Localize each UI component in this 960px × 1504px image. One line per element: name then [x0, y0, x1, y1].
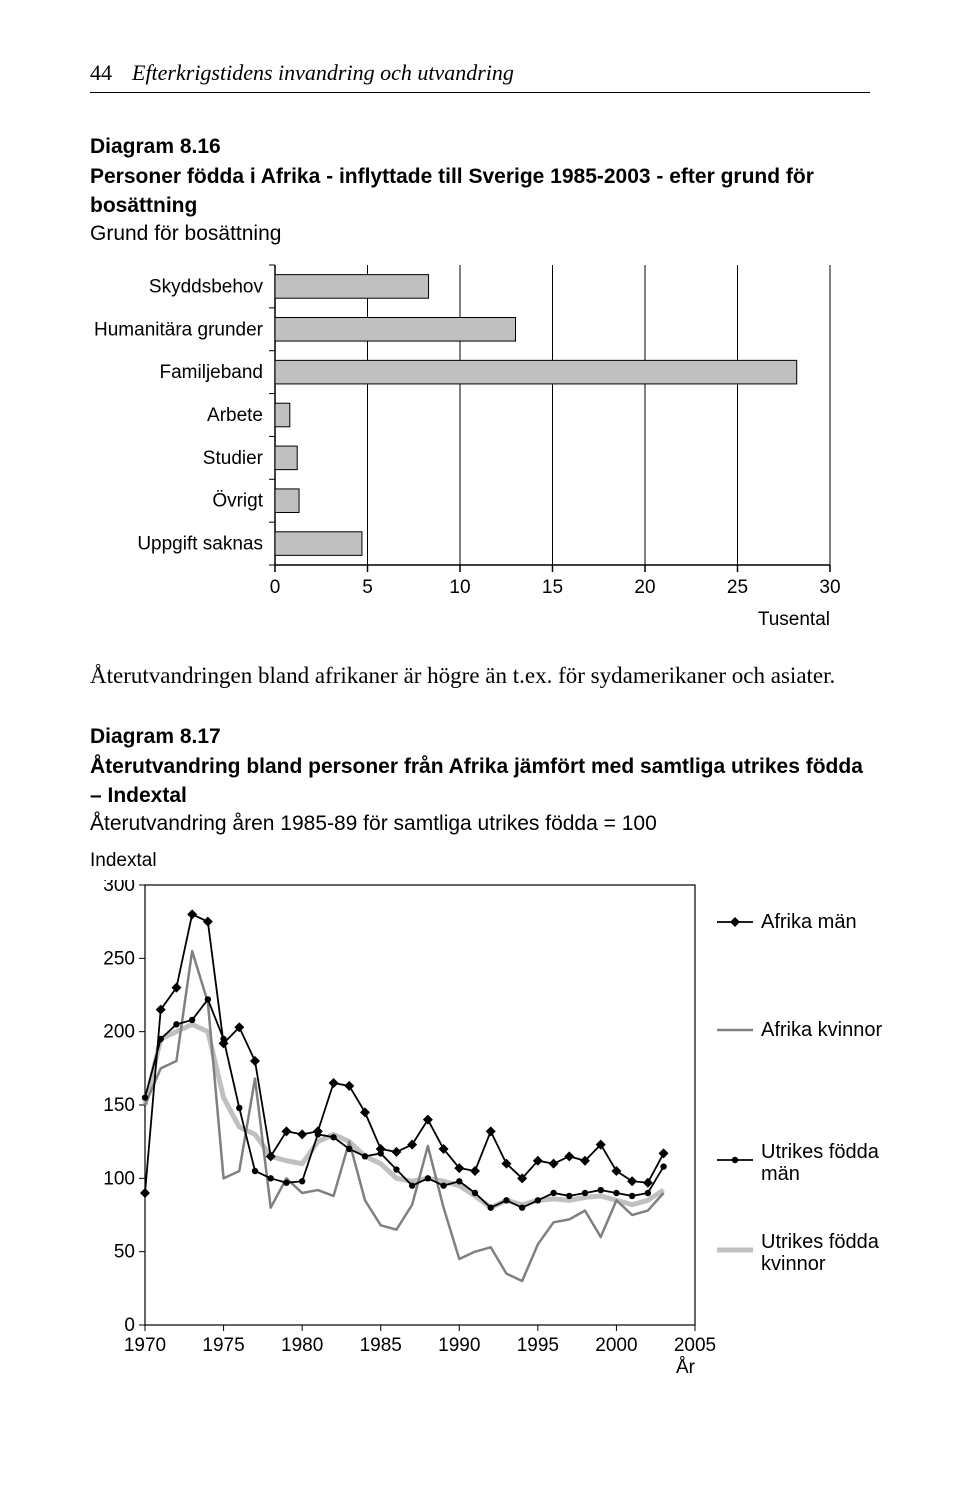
svg-text:Studier: Studier: [203, 448, 264, 469]
fig2-subtitle: Återutvandring åren 1985-89 för samtliga…: [90, 812, 870, 836]
svg-text:Utrikes födda: Utrikes födda: [761, 1141, 880, 1163]
svg-text:män: män: [761, 1163, 800, 1185]
svg-text:200: 200: [103, 1022, 135, 1043]
svg-text:0: 0: [270, 577, 281, 598]
svg-text:kvinnor: kvinnor: [761, 1253, 826, 1275]
svg-text:1970: 1970: [124, 1335, 166, 1356]
svg-text:Afrika män: Afrika män: [761, 911, 857, 933]
svg-text:15: 15: [542, 577, 563, 598]
svg-text:25: 25: [727, 577, 748, 598]
svg-text:10: 10: [449, 577, 470, 598]
bar-chart: 0 5 10 15 20 25 30 Skyddsbehov Humanitära grunde…: [90, 260, 870, 640]
fig2-title-a: Diagram 8.17: [90, 723, 870, 751]
svg-text:1975: 1975: [202, 1335, 244, 1356]
fig1-title-a: Diagram 8.16: [90, 133, 870, 161]
page-number: 44: [90, 60, 112, 86]
svg-text:1985: 1985: [360, 1335, 402, 1356]
svg-text:20: 20: [634, 577, 655, 598]
svg-text:50: 50: [114, 1242, 135, 1263]
svg-text:Skyddsbehov: Skyddsbehov: [149, 276, 264, 297]
header-rule: [90, 92, 870, 93]
svg-text:Afrika kvinnor: Afrika kvinnor: [761, 1019, 882, 1041]
svg-text:1980: 1980: [281, 1335, 323, 1356]
body-paragraph: Återutvandringen bland afrikaner är högr…: [90, 660, 870, 691]
line-chart: 0 50 100 150 200 250 300 1970 1975 1980 1985 1990 19…: [90, 880, 890, 1380]
svg-text:2005: 2005: [674, 1335, 716, 1356]
svg-text:Humanitära grunder: Humanitära grunder: [94, 319, 264, 340]
svg-text:300: 300: [103, 880, 135, 896]
svg-text:5: 5: [362, 577, 373, 598]
svg-text:Tusental: Tusental: [758, 609, 830, 630]
svg-text:1990: 1990: [438, 1335, 480, 1356]
svg-text:250: 250: [103, 948, 135, 969]
fig1-subtitle: Grund för bosättning: [90, 222, 870, 246]
svg-text:100: 100: [103, 1168, 135, 1189]
svg-text:Arbete: Arbete: [207, 405, 263, 426]
svg-text:150: 150: [103, 1095, 135, 1116]
svg-text:Uppgift saknas: Uppgift saknas: [137, 534, 263, 555]
svg-text:Utrikes födda: Utrikes födda: [761, 1231, 880, 1253]
svg-text:1995: 1995: [517, 1335, 559, 1356]
svg-text:År: År: [676, 1357, 696, 1378]
fig2-title-b: Återutvandring bland personer från Afrik…: [90, 753, 870, 810]
fig2-yaxis-label: Indextal: [90, 850, 870, 872]
svg-text:2000: 2000: [595, 1335, 637, 1356]
svg-text:Familjeband: Familjeband: [160, 362, 264, 383]
running-title: Efterkrigstidens invandring och utvandri…: [132, 60, 514, 86]
fig1-title-b: Personer födda i Afrika - inflyttade til…: [90, 163, 870, 220]
svg-text:30: 30: [819, 577, 840, 598]
svg-text:Övrigt: Övrigt: [212, 491, 263, 512]
svg-text:0: 0: [124, 1315, 135, 1336]
